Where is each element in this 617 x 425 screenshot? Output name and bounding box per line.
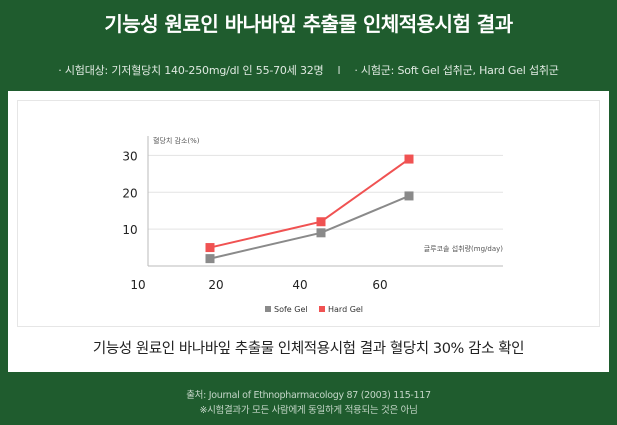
legend-label: Hard Gel — [328, 305, 363, 314]
data-point — [205, 254, 215, 264]
data-point — [404, 154, 414, 164]
y-tick-label: 20 — [122, 186, 137, 200]
data-point — [316, 217, 326, 227]
y-tick-label: 10 — [122, 223, 137, 237]
series-line — [209, 158, 410, 249]
group-info: · 시험군: Soft Gel 섭취군, Hard Gel 섭취군 — [354, 64, 559, 77]
result-panel: 10 20 30 혈당치 감소(%) 글루코솔 섭취량(mg/day) 10 20 40 60 S… — [8, 91, 609, 372]
x-axis-label: 글루코솔 섭취량(mg/day) — [424, 244, 504, 253]
test-info: · 시험대상: 기저혈당치 140-250mg/dl 인 55-70세 32명 … — [0, 62, 617, 78]
line-chart: 10 20 30 혈당치 감소(%) 글루코솔 섭취량(mg/day) 10 20 40 60 S… — [122, 136, 504, 314]
legend-label: Sofe Gel — [274, 305, 308, 314]
x-tick-label: 20 — [208, 278, 223, 292]
data-point — [205, 243, 215, 253]
data-point — [404, 191, 414, 201]
page-title: 기능성 원료인 바나바잎 추출물 인체적용시험 결과 — [104, 12, 513, 36]
source-citation: 출처: Journal of Ethnopharmacology 87 (200… — [186, 390, 431, 401]
chart-container: 10 20 30 혈당치 감소(%) 글루코솔 섭취량(mg/day) 10 20 40 60 S… — [17, 100, 600, 327]
legend-swatch — [319, 306, 325, 312]
x-tick-label: 60 — [372, 278, 387, 292]
x-tick-label: 40 — [292, 278, 307, 292]
result-caption: 기능성 원료인 바나바잎 추출물 인체적용시험 결과 혈당치 30% 감소 확인 — [92, 341, 525, 357]
data-point — [316, 228, 326, 238]
subject-info: · 시험대상: 기저혈당치 140-250mg/dl 인 55-70세 32명 — [58, 64, 324, 77]
legend-swatch — [265, 306, 271, 312]
info-separator: l — [337, 63, 341, 77]
x-tick-label: 10 — [130, 278, 145, 292]
y-axis-label: 혈당치 감소(%) — [153, 136, 200, 145]
y-tick-label: 30 — [122, 149, 137, 163]
disclaimer-note: ※시험결과가 모든 사람에게 동일하게 적용되는 것은 아님 — [199, 405, 418, 416]
series-line — [209, 195, 410, 260]
